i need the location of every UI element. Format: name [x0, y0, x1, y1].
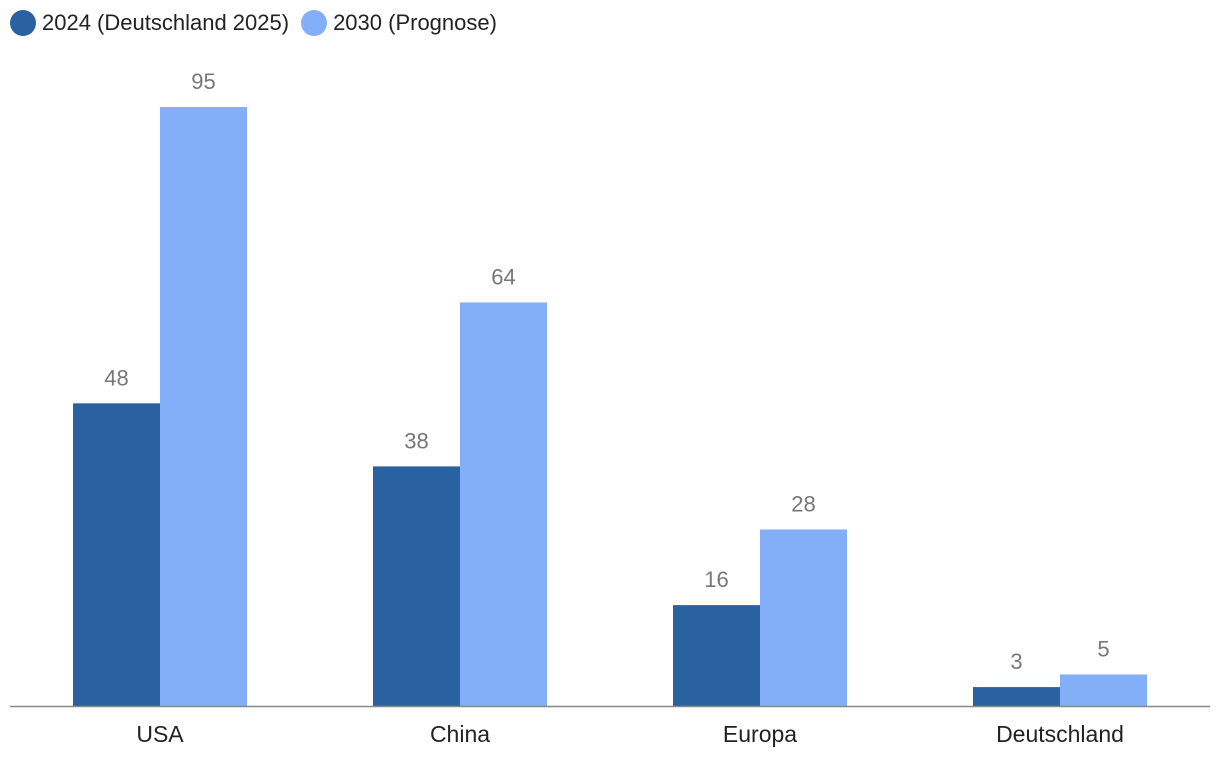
- legend-item-series-2: 2030 (Prognose): [301, 10, 497, 36]
- x-tick-label-europa: Europa: [723, 721, 797, 747]
- bar-china-series-1: [373, 466, 460, 706]
- legend-label-series-1: 2024 (Deutschland 2025): [42, 10, 290, 35]
- x-tick-label-deutschland: Deutschland: [996, 721, 1124, 747]
- bar-europa-series-2: [760, 529, 847, 706]
- bar-deutschland-series-2: [1060, 674, 1147, 706]
- legend: 2024 (Deutschland 2025) 2030 (Prognose): [10, 10, 497, 36]
- data-label-usa-series-2: 95: [191, 69, 215, 94]
- data-label-china-series-1: 38: [404, 428, 428, 453]
- legend-label-series-2: 2030 (Prognose): [333, 10, 497, 35]
- legend-marker-series-1: [10, 10, 36, 36]
- bar-usa-series-1: [73, 403, 160, 706]
- data-label-china-series-2: 64: [491, 264, 515, 289]
- x-tick-label-china: China: [430, 721, 490, 747]
- data-label-deutschland-series-1: 3: [1010, 649, 1022, 674]
- data-label-usa-series-1: 48: [104, 365, 128, 390]
- bar-deutschland-series-1: [973, 687, 1060, 706]
- legend-marker-series-2: [301, 10, 328, 36]
- data-label-deutschland-series-2: 5: [1097, 636, 1109, 661]
- bar-china-series-2: [460, 302, 547, 706]
- bar-europa-series-1: [673, 605, 760, 706]
- x-tick-label-usa: USA: [136, 721, 184, 747]
- data-label-europa-series-1: 16: [704, 567, 728, 592]
- bar-usa-series-2: [160, 107, 247, 706]
- legend-item-series-1: 2024 (Deutschland 2025): [10, 10, 289, 36]
- data-label-europa-series-2: 28: [791, 491, 815, 516]
